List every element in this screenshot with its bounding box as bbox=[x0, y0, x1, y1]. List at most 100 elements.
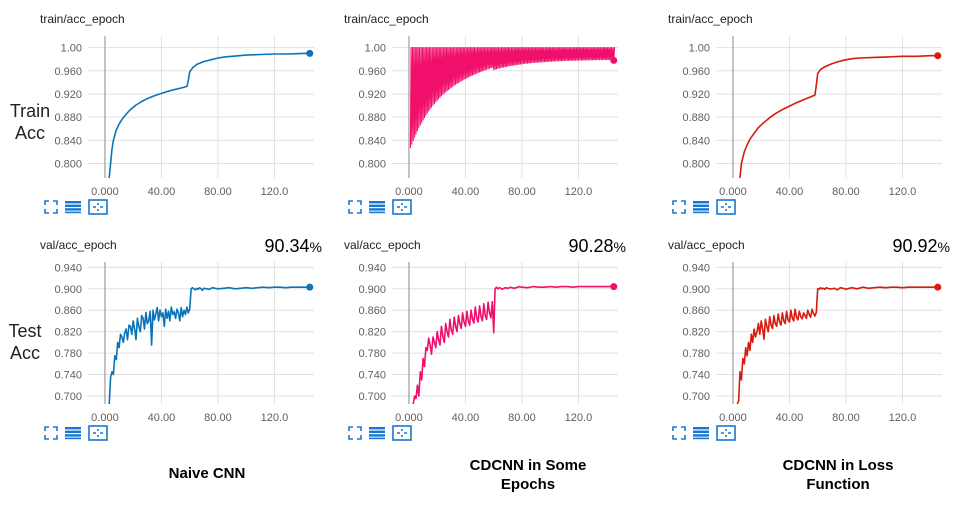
fit-domain-icon[interactable] bbox=[392, 425, 412, 446]
chart-title: val/acc_epoch bbox=[344, 238, 421, 252]
y-tick-label: 0.900 bbox=[358, 284, 386, 296]
chart-loss-val[interactable]: 0.700 0.740 0.780 0.820 0.860 0.900 0.940 0.000… bbox=[664, 256, 954, 431]
x-tick-label: 0.000 bbox=[719, 186, 747, 198]
accuracy-value: 90.28% bbox=[568, 236, 627, 256]
x-tick-label: 40.00 bbox=[452, 412, 480, 424]
data-list-icon[interactable] bbox=[64, 200, 82, 219]
chart-toolbar bbox=[672, 425, 742, 443]
accuracy-number: 90.34 bbox=[264, 236, 310, 256]
data-list-icon[interactable] bbox=[692, 200, 710, 219]
y-tick-label: 0.840 bbox=[682, 135, 710, 147]
chart-toolbar bbox=[44, 199, 114, 217]
y-tick-label: 0.920 bbox=[54, 89, 82, 101]
data-list-icon[interactable] bbox=[64, 426, 82, 445]
chart-panel-naive-val: val/acc_epoch 90.34% 0.700 0.740 0.780 0.82… bbox=[36, 236, 336, 453]
series-line bbox=[108, 286, 310, 404]
y-tick-label: 0.860 bbox=[358, 305, 386, 317]
series-endpoint-marker bbox=[610, 283, 618, 291]
series-endpoint-marker bbox=[934, 283, 942, 291]
chart-panel-loss-train: train/acc_epoch 0.800 0.840 0.880 0.920 0.96… bbox=[664, 12, 964, 227]
chart-toolbar bbox=[348, 199, 418, 217]
y-tick-label: 0.960 bbox=[54, 66, 82, 78]
x-tick-label: 0.000 bbox=[91, 186, 119, 198]
row-label-train-line2: Acc bbox=[14, 123, 45, 143]
y-tick-label: 0.820 bbox=[682, 327, 710, 339]
x-tick-label: 40.00 bbox=[776, 186, 804, 198]
y-tick-label: 0.700 bbox=[682, 391, 710, 403]
fit-domain-icon[interactable] bbox=[392, 199, 412, 220]
chart-toolbar bbox=[672, 199, 742, 217]
expand-icon[interactable] bbox=[44, 426, 58, 445]
y-tick-label: 1.00 bbox=[61, 43, 82, 55]
expand-icon[interactable] bbox=[672, 426, 686, 445]
y-tick-label: 0.820 bbox=[54, 327, 82, 339]
series-line bbox=[736, 286, 938, 404]
y-tick-label: 0.940 bbox=[54, 262, 82, 274]
y-tick-label: 0.700 bbox=[358, 391, 386, 403]
grid bbox=[392, 262, 618, 404]
chart-naive-train[interactable]: 0.800 0.840 0.880 0.920 0.960 1.00 0.000 40.00 8… bbox=[36, 30, 326, 205]
x-tick-label: 0.000 bbox=[395, 186, 423, 198]
series-endpoint-marker bbox=[306, 49, 314, 57]
y-tick-label: 0.960 bbox=[682, 66, 710, 78]
series-line bbox=[739, 54, 938, 178]
y-tick-label: 0.920 bbox=[358, 89, 386, 101]
fit-domain-icon[interactable] bbox=[716, 199, 736, 220]
y-tick-label: 0.780 bbox=[682, 348, 710, 360]
y-tick-label: 0.740 bbox=[682, 370, 710, 382]
y-tick-label: 1.00 bbox=[689, 43, 710, 55]
chart-naive-val[interactable]: 0.700 0.740 0.780 0.820 0.860 0.900 0.940 0.000… bbox=[36, 256, 326, 431]
series-line bbox=[409, 47, 616, 149]
chart-title: val/acc_epoch bbox=[668, 238, 745, 252]
y-tick-label: 0.860 bbox=[54, 305, 82, 317]
fit-domain-icon[interactable] bbox=[716, 425, 736, 446]
caption-cdcnn-some-epochs: CDCNN in Some Epochs bbox=[418, 456, 638, 494]
caption-line: Naive CNN bbox=[168, 465, 246, 482]
y-tick-label: 0.700 bbox=[54, 391, 82, 403]
x-tick-label: 80.00 bbox=[832, 412, 860, 424]
accuracy-number: 90.28 bbox=[568, 236, 614, 256]
x-tick-label: 80.00 bbox=[204, 412, 232, 424]
chart-some-train[interactable]: 0.800 0.840 0.880 0.920 0.960 1.00 0.000 40.00 8… bbox=[340, 30, 630, 205]
fit-domain-icon[interactable] bbox=[88, 199, 108, 220]
y-tick-label: 0.880 bbox=[682, 112, 710, 124]
x-tick-label: 120.0 bbox=[889, 186, 917, 198]
grid bbox=[88, 262, 314, 404]
series-endpoint-marker bbox=[610, 56, 618, 64]
accuracy-number: 90.92 bbox=[892, 236, 938, 256]
expand-icon[interactable] bbox=[348, 426, 362, 445]
chart-panel-naive-train: train/acc_epoch 0.800 0.840 0.880 0.920 0.96… bbox=[36, 12, 336, 227]
x-tick-label: 0.000 bbox=[719, 412, 747, 424]
row-label-train-line1: Train bbox=[9, 101, 51, 121]
y-tick-label: 0.840 bbox=[54, 135, 82, 147]
x-tick-label: 120.0 bbox=[261, 186, 289, 198]
caption-line: Epochs bbox=[500, 476, 556, 493]
data-list-icon[interactable] bbox=[368, 200, 386, 219]
x-tick-label: 80.00 bbox=[832, 186, 860, 198]
x-tick-label: 40.00 bbox=[148, 412, 176, 424]
chart-panel-some-val: val/acc_epoch 90.28% 0.700 0.740 0.780 0.82… bbox=[340, 236, 640, 453]
row-label-train: Train Acc bbox=[0, 100, 60, 144]
x-tick-label: 40.00 bbox=[452, 186, 480, 198]
data-list-icon[interactable] bbox=[692, 426, 710, 445]
caption-line: CDCNN in Some bbox=[469, 457, 587, 474]
data-list-icon[interactable] bbox=[368, 426, 386, 445]
expand-icon[interactable] bbox=[672, 200, 686, 219]
y-tick-label: 0.880 bbox=[358, 112, 386, 124]
expand-icon[interactable] bbox=[44, 200, 58, 219]
chart-toolbar bbox=[44, 425, 114, 443]
chart-some-val[interactable]: 0.700 0.740 0.780 0.820 0.860 0.900 0.940 0.000… bbox=[340, 256, 630, 431]
grid bbox=[88, 36, 314, 178]
caption-cdcnn-loss-function: CDCNN in Loss Function bbox=[728, 456, 948, 494]
y-tick-label: 0.940 bbox=[358, 262, 386, 274]
chart-loss-train[interactable]: 0.800 0.840 0.880 0.920 0.960 1.00 0.000 40.00 8… bbox=[664, 30, 954, 205]
x-tick-label: 120.0 bbox=[565, 412, 593, 424]
fit-domain-icon[interactable] bbox=[88, 425, 108, 446]
chart-panel-loss-val: val/acc_epoch 90.92% 0.700 0.740 0.780 0.82… bbox=[664, 236, 964, 453]
y-tick-label: 0.840 bbox=[358, 135, 386, 147]
chart-title: train/acc_epoch bbox=[668, 12, 753, 26]
y-tick-label: 0.800 bbox=[54, 159, 82, 171]
chart-title: train/acc_epoch bbox=[40, 12, 125, 26]
y-tick-label: 0.860 bbox=[682, 305, 710, 317]
expand-icon[interactable] bbox=[348, 200, 362, 219]
